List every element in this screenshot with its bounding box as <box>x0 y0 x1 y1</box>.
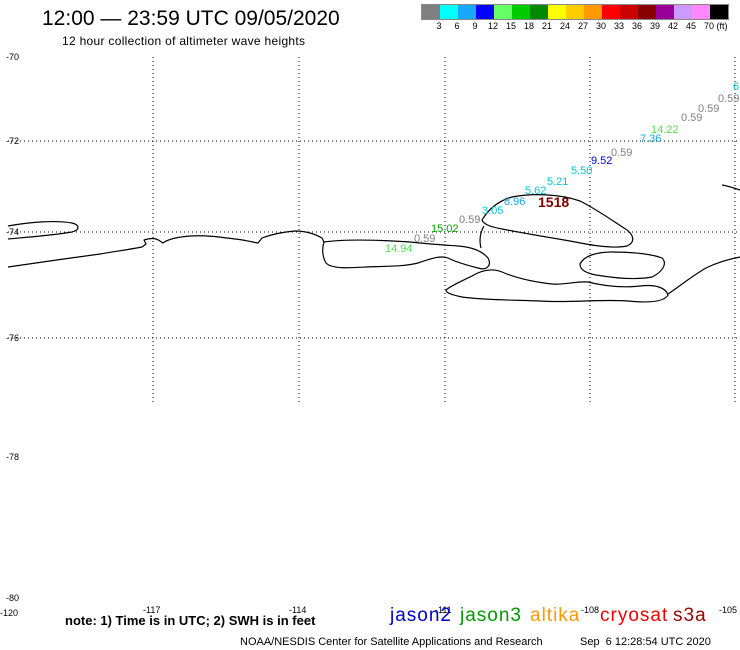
coastline <box>7 220 79 240</box>
wave-height-label: 5.62 <box>525 185 547 197</box>
wave-height-label: 1518 <box>538 194 570 210</box>
colorbar-label: 9 <box>472 21 478 31</box>
longitude-label: -120 <box>0 608 19 618</box>
colorbar-swatch <box>548 5 566 19</box>
colorbar-swatch <box>674 5 692 19</box>
latitude-label: -70 <box>5 52 19 62</box>
satellite-legend-jason2: jason2 <box>390 605 452 626</box>
longitude-label: -114 <box>289 605 307 615</box>
colorbar-swatch <box>620 5 638 19</box>
latitude-gridlines <box>8 140 740 339</box>
wave-height-label: 9.52 <box>591 155 613 167</box>
colorbar-label: 39 <box>649 21 660 31</box>
coastline <box>445 269 669 303</box>
wave-height-label: 8.96 <box>504 196 526 208</box>
colorbar-swatch <box>584 5 602 19</box>
longitude-label: -105 <box>719 605 738 615</box>
wave-height-label: 5.50 <box>571 165 593 177</box>
wave-height-label: 0.59 <box>611 147 633 159</box>
wave-height-label: 0.59 <box>681 112 703 124</box>
page-subtitle: 12 hour collection of altimeter wave hei… <box>62 34 306 48</box>
colorbar-unit: (ft) <box>716 21 728 31</box>
satellite-legend-s3a: s3a <box>673 605 707 626</box>
longitude-label: -117 <box>143 605 161 615</box>
latitude-label: -74 <box>5 227 19 237</box>
wave-height-label: 15.02 <box>431 223 459 235</box>
colorbar-swatch <box>476 5 494 19</box>
longitude-label: -111 <box>435 605 452 615</box>
colorbar-label: 6 <box>454 21 460 31</box>
coastline <box>479 225 485 249</box>
satellite-legend-jason3: jason3 <box>460 605 522 626</box>
page-title: 12:00 — 23:59 UTC 09/05/2020 <box>42 7 340 30</box>
colorbar-label: 27 <box>577 21 588 31</box>
colorbar-swatch <box>494 5 512 19</box>
colorbar-swatch <box>530 5 548 19</box>
colorbar-label: 30 <box>595 21 606 31</box>
colorbar-swatch <box>440 5 458 19</box>
coastlines <box>7 184 740 303</box>
credit-text: NOAA/NESDIS Center for Satellite Applica… <box>240 636 543 648</box>
timestamp: Sep 6 12:28:54 UTC 2020 <box>580 636 711 648</box>
colorbar-label: 70 <box>703 21 714 31</box>
colorbar-label: 45 <box>685 21 696 31</box>
longitude-label: -108 <box>581 605 600 615</box>
colorbar-label: 36 <box>631 21 642 31</box>
satellite-legend-cryosat: cryosat <box>600 605 669 626</box>
wave-height-label: 14.22 <box>651 124 679 136</box>
colorbar-label: 12 <box>487 21 498 31</box>
wave-height-label: 0.59 <box>459 214 481 226</box>
wave-height-label: 3.05 <box>482 205 504 217</box>
wave-height-colorbar <box>421 4 729 20</box>
coastline <box>579 251 665 280</box>
colorbar-swatch <box>458 5 476 19</box>
wave-height-label: 14.94 <box>385 243 413 255</box>
coastline <box>481 194 634 248</box>
colorbar-label: 42 <box>667 21 678 31</box>
coastline <box>322 239 490 270</box>
colorbar-label: 18 <box>523 21 534 31</box>
colorbar-label: 24 <box>559 21 570 31</box>
wave-height-label: 6 <box>733 81 740 93</box>
colorbar-swatch <box>692 5 710 19</box>
colorbar-swatch <box>656 5 674 19</box>
colorbar-swatch <box>422 5 440 19</box>
colorbar-swatch <box>710 5 728 19</box>
colorbar-label: 21 <box>541 21 552 31</box>
satellite-legend-altika: altika <box>530 605 581 626</box>
units-note: note: 1) Time is in UTC; 2) SWH is in fe… <box>65 613 316 628</box>
wave-height-label: 7.36 <box>640 133 662 145</box>
coastline <box>667 256 740 295</box>
colorbar-swatch <box>566 5 584 19</box>
wave-height-label: 0.59 <box>718 93 740 105</box>
coastline <box>7 230 325 268</box>
wave-height-label: 5.21 <box>547 176 569 188</box>
colorbar-label: 3 <box>436 21 442 31</box>
coastline <box>721 184 740 191</box>
latitude-label: -76 <box>5 333 19 343</box>
latitude-label: -72 <box>5 136 19 146</box>
latitude-label: -80 <box>5 593 19 603</box>
colorbar-swatch <box>512 5 530 19</box>
colorbar-swatch <box>602 5 620 19</box>
wave-height-label: 0.59 <box>414 233 436 245</box>
latitude-label: -78 <box>5 452 19 462</box>
colorbar-swatch <box>638 5 656 19</box>
wave-height-label: 0.59 <box>698 103 720 115</box>
colorbar-label: 33 <box>613 21 624 31</box>
colorbar-label: 15 <box>505 21 516 31</box>
